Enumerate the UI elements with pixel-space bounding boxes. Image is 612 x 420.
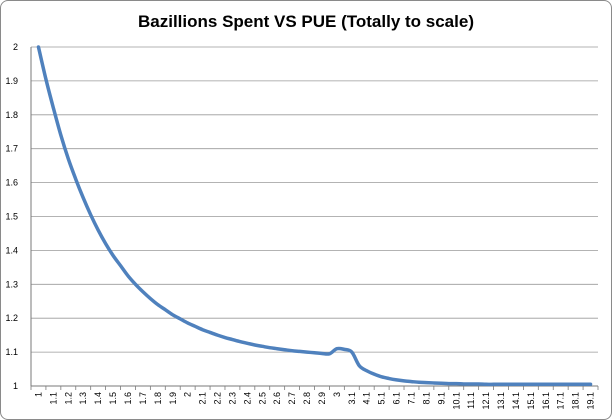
x-tick-label: 17.1 xyxy=(556,392,566,410)
x-tick-label: 18.1 xyxy=(571,392,581,410)
y-tick-labels: 1 1.1 1.2 1.3 1.4 1.5 1.6 1.7 1.8 1.9 2 xyxy=(5,42,18,391)
y-tick-label: 1.1 xyxy=(5,347,18,357)
x-tick-label: 2.9 xyxy=(317,392,327,405)
x-tick-label: 2.3 xyxy=(227,392,237,405)
y-tick-label: 1.5 xyxy=(5,212,18,222)
x-tick-label: 2 xyxy=(183,392,193,397)
x-tick-label: 2.1 xyxy=(198,392,208,405)
series-line xyxy=(36,45,593,387)
x-tick-label: 2.4 xyxy=(242,392,252,405)
y-tick-label: 1.7 xyxy=(5,144,18,154)
x-tick-label: 4.1 xyxy=(362,392,372,405)
x-tick-label: 7.1 xyxy=(406,392,416,405)
series-layer xyxy=(36,45,593,387)
chart-title: Bazillions Spent VS PUE (Totally to scal… xyxy=(138,12,474,31)
x-tick-label: 10.1 xyxy=(451,392,461,410)
y-tick-label: 1.3 xyxy=(5,279,18,289)
x-tick-label: 1.2 xyxy=(63,392,73,405)
x-tick-label: 8.1 xyxy=(421,392,431,405)
x-tick-label: 1.9 xyxy=(168,392,178,405)
x-tick-label: 13.1 xyxy=(496,392,506,410)
y-tick-label: 1.2 xyxy=(5,313,18,323)
x-tick-label: 1.6 xyxy=(123,392,133,405)
y-tick-label: 1.8 xyxy=(5,110,18,120)
x-tick-label: 9.1 xyxy=(436,392,446,405)
x-tick-label: 2.5 xyxy=(257,392,267,405)
x-tick-label: 3 xyxy=(332,392,342,397)
x-tick-label: 2.7 xyxy=(287,392,297,405)
y-tick-label: 2 xyxy=(13,42,18,52)
x-tick-label: 11.1 xyxy=(466,392,476,409)
x-tick-label: 1.8 xyxy=(153,392,163,405)
x-tick-label: 12.1 xyxy=(481,392,491,410)
x-tick-label: 1.4 xyxy=(93,392,103,405)
y-tick-label: 1.4 xyxy=(5,245,18,255)
x-tick-label: 2.8 xyxy=(302,392,312,405)
x-tick-label: 2.2 xyxy=(213,392,223,405)
x-tick-label: 14.1 xyxy=(511,392,521,410)
x-tick-label: 16.1 xyxy=(541,392,551,410)
y-tick-label: 1 xyxy=(13,381,18,391)
x-tick-label: 6.1 xyxy=(392,392,402,405)
x-tick-label: 1.3 xyxy=(78,392,88,405)
x-tick-label: 1.5 xyxy=(108,392,118,405)
y-tick-label: 1.6 xyxy=(5,178,18,188)
x-tick-label: 15.1 xyxy=(526,392,536,410)
x-tick-label: 1 xyxy=(33,392,43,397)
x-tick-label: 1.7 xyxy=(138,392,148,405)
axes xyxy=(30,47,599,390)
x-tick-label: 2.6 xyxy=(272,392,282,405)
x-tick-label: 19.1 xyxy=(586,392,596,410)
y-tick-label: 1.9 xyxy=(5,76,18,86)
x-tick-label: 5.1 xyxy=(377,392,387,405)
gridlines xyxy=(31,46,598,387)
x-tick-label: 1.1 xyxy=(48,392,58,405)
x-tick-labels: 1 1.1 1.2 1.3 1.4 1.5 1.6 1.7 1.8 1.9 2 2.1 2.2 2.3 2.… xyxy=(33,392,595,410)
x-tick-label: 3.1 xyxy=(347,392,357,405)
